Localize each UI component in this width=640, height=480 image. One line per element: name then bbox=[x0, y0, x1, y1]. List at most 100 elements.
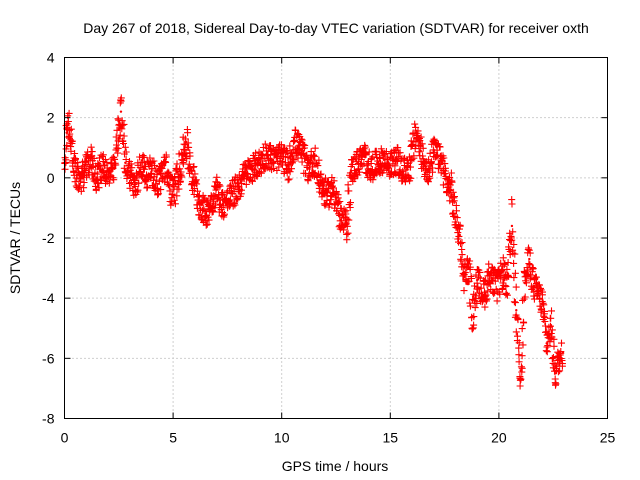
trend-point bbox=[561, 351, 565, 354]
trend-point bbox=[332, 185, 336, 189]
trend-point bbox=[363, 155, 366, 158]
trend-point bbox=[356, 161, 359, 164]
trend-point bbox=[502, 269, 505, 273]
trend-point bbox=[156, 182, 160, 186]
trend-point bbox=[536, 290, 540, 294]
trend-point bbox=[558, 357, 561, 360]
trend-point bbox=[313, 158, 316, 161]
trend-point bbox=[441, 161, 444, 164]
y-axis-label: SDTVAR / TECUs bbox=[7, 182, 23, 294]
y-tick-label: -4 bbox=[42, 290, 55, 306]
trend-point bbox=[515, 309, 518, 312]
trend-point bbox=[228, 197, 231, 201]
trend-point bbox=[549, 324, 553, 327]
x-tick-label: 15 bbox=[383, 430, 399, 446]
x-tick-label: 20 bbox=[491, 430, 507, 446]
trend-point bbox=[395, 158, 399, 161]
trend-point bbox=[287, 164, 290, 167]
trend-point bbox=[376, 161, 379, 164]
trend-point bbox=[204, 212, 207, 216]
trend-point bbox=[221, 203, 225, 207]
trend-point bbox=[191, 176, 194, 180]
trend-point bbox=[402, 170, 405, 174]
trend-point bbox=[89, 158, 92, 161]
trend-point bbox=[184, 140, 188, 143]
trend-point bbox=[436, 155, 440, 158]
trend-point bbox=[293, 140, 296, 143]
ticks: 0 5 10 15 20 25 -8 -6 -4 -2 0 2 4 bbox=[42, 50, 615, 446]
trend-point bbox=[145, 173, 149, 177]
y-tick-label: -2 bbox=[42, 230, 55, 246]
trend-point bbox=[554, 372, 557, 375]
trend-point bbox=[85, 167, 88, 171]
y-tick-label: 2 bbox=[47, 110, 55, 126]
trend-point bbox=[106, 176, 110, 180]
trend-point bbox=[467, 266, 470, 270]
plot-frame bbox=[64, 57, 608, 419]
trend-point bbox=[119, 110, 123, 113]
x-tick-label: 5 bbox=[169, 430, 177, 446]
trend-point bbox=[415, 131, 418, 134]
trend-point bbox=[445, 182, 448, 186]
trend-point bbox=[250, 167, 253, 171]
trend-point bbox=[458, 233, 462, 237]
trend-point bbox=[113, 167, 116, 171]
trend-point bbox=[163, 164, 166, 167]
trend-point bbox=[482, 293, 485, 297]
trend-point bbox=[258, 161, 262, 164]
trend-point bbox=[510, 224, 514, 228]
trend-point bbox=[471, 315, 475, 318]
trend-point bbox=[432, 149, 435, 152]
trend-point bbox=[95, 176, 99, 180]
sdtvar-markers bbox=[61, 94, 566, 390]
y-tick-label: 4 bbox=[47, 50, 55, 66]
trend-point bbox=[541, 302, 544, 306]
trend-point bbox=[271, 158, 275, 161]
trend-point bbox=[389, 164, 392, 167]
trend-point bbox=[71, 158, 75, 161]
trend-point bbox=[124, 161, 127, 164]
data-points bbox=[61, 94, 566, 390]
x-tick-label: 0 bbox=[61, 430, 69, 446]
trend-point bbox=[265, 152, 268, 155]
trend-point bbox=[462, 275, 466, 279]
trend-point bbox=[65, 131, 68, 134]
trend-point bbox=[243, 173, 246, 177]
trend-point bbox=[419, 149, 422, 152]
trend-point bbox=[495, 287, 498, 291]
trend-point bbox=[67, 122, 71, 125]
trend-point bbox=[128, 170, 131, 174]
trend-point bbox=[339, 218, 342, 222]
y-tick-label: 0 bbox=[47, 170, 55, 186]
trend-point bbox=[78, 179, 81, 183]
trend-point bbox=[408, 164, 412, 167]
trend-point bbox=[545, 342, 548, 345]
trend-point bbox=[134, 188, 138, 192]
trend-point bbox=[475, 278, 479, 282]
trend-point bbox=[178, 167, 181, 171]
trend-point bbox=[74, 170, 77, 174]
trend-point bbox=[454, 215, 457, 219]
trend-point bbox=[69, 140, 73, 143]
trend-point bbox=[139, 161, 142, 164]
trend-point bbox=[197, 200, 201, 204]
trend-point bbox=[532, 284, 535, 288]
x-axis-label: GPS time / hours bbox=[282, 458, 389, 474]
trend-point bbox=[326, 194, 329, 198]
trend-point bbox=[208, 203, 212, 207]
chart-title: Day 267 of 2018, Sidereal Day-to-day VTE… bbox=[83, 20, 589, 36]
trend-point bbox=[489, 272, 492, 276]
trend-point bbox=[382, 158, 385, 161]
trend-point bbox=[423, 164, 427, 167]
trend-point bbox=[150, 167, 153, 171]
trend-point bbox=[300, 149, 303, 152]
trend-point bbox=[280, 155, 283, 158]
x-tick-label: 25 bbox=[600, 430, 616, 446]
trend-point bbox=[523, 281, 527, 285]
trend-point bbox=[306, 167, 309, 171]
trend-point bbox=[449, 188, 453, 192]
trend-point bbox=[345, 221, 349, 225]
trend-point bbox=[171, 194, 175, 198]
trend-point bbox=[369, 167, 372, 171]
